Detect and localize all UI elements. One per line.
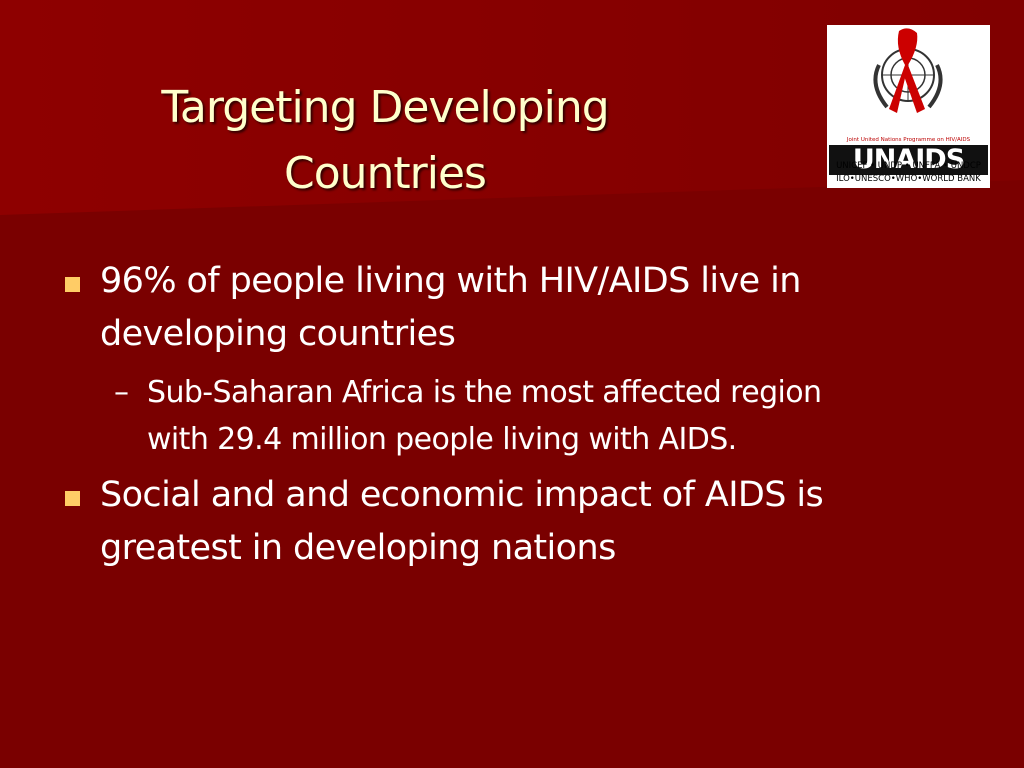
title: Targeting Developing xyxy=(161,82,609,133)
bullet-marker xyxy=(65,491,80,506)
sub-bullet: – Sub-Saharan Africa is the most affected… xyxy=(100,369,887,463)
emblem xyxy=(873,28,943,113)
logo-tagline: Joint United Nations Programme on HIV/AI… xyxy=(846,137,971,143)
title: Countries xyxy=(284,148,487,199)
bullet-text: 96% of people living with HIV/AIDS live … xyxy=(100,261,801,354)
sub-bullet-marker: – xyxy=(114,375,129,410)
bullet-list: 96% of people living with HIV/AIDS live … xyxy=(60,255,970,583)
bullet-marker xyxy=(65,277,80,292)
bullet: 96% of people living with HIV/AIDS live … xyxy=(60,255,970,361)
logo-sponsors: ILO•UNESCO•WHO•WORLD BANK xyxy=(836,174,981,184)
bullet-text: Social and and economic impact of AIDS i… xyxy=(100,475,824,568)
logo-name: UNAIDS xyxy=(829,145,988,175)
logo-sponsors: UNICEF • UNDP • UNFPA • UNDCP xyxy=(836,161,981,171)
top-band xyxy=(0,0,1024,215)
sub-bullet-text: Sub-Saharan Africa is the most affected … xyxy=(147,375,822,457)
logo: Joint United Nations Programme on HIV/AI… xyxy=(827,25,990,188)
bullet: Social and and economic impact of AIDS i… xyxy=(60,469,970,575)
